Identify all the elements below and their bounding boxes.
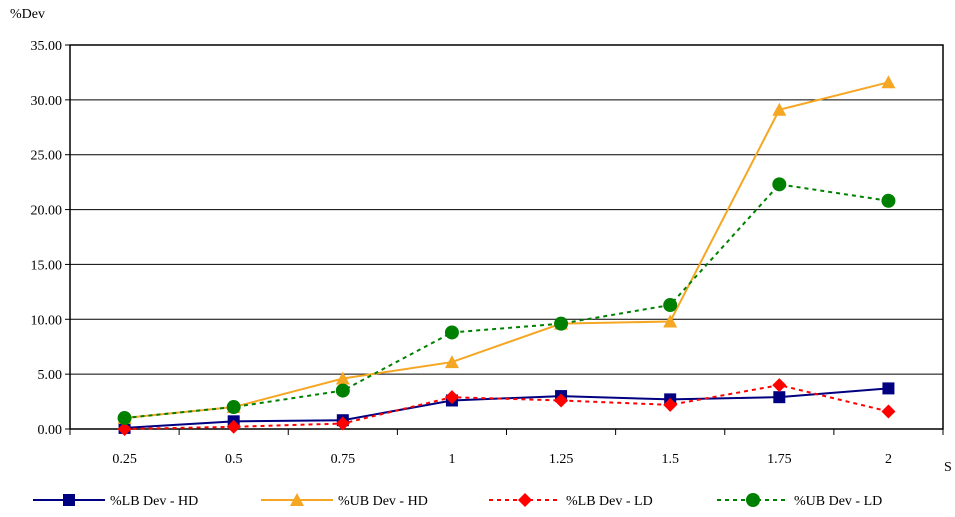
gridlines bbox=[70, 44, 943, 375]
legend-marker bbox=[518, 493, 532, 507]
data-point bbox=[335, 416, 350, 431]
data-point bbox=[335, 383, 350, 398]
data-point bbox=[881, 404, 896, 419]
x-tick-label: 1.75 bbox=[767, 452, 792, 467]
data-point bbox=[881, 193, 896, 208]
legend-label: %UB Dev - LD bbox=[794, 494, 882, 509]
data-point bbox=[772, 102, 787, 116]
data-point bbox=[772, 378, 787, 393]
y-tick-label: 5.00 bbox=[38, 368, 63, 383]
data-point bbox=[444, 355, 459, 369]
data-point bbox=[444, 325, 459, 340]
x-tick-label: 0.5 bbox=[225, 452, 243, 467]
y-tick-label: 10.00 bbox=[31, 313, 63, 328]
data-point bbox=[117, 422, 132, 436]
plot-area-border bbox=[69, 44, 944, 430]
y-axis: 0.00 5.00 10.00 15.00 20.00 25.00 30.00 35.00 bbox=[31, 39, 70, 438]
legend-item: %UB Dev - HD bbox=[261, 493, 428, 509]
data-point bbox=[117, 411, 132, 426]
data-point bbox=[335, 371, 350, 385]
y-tick-label: 35.00 bbox=[31, 39, 63, 54]
legend-item: %LB Dev - HD bbox=[33, 494, 198, 509]
data-point bbox=[554, 316, 569, 331]
data-point bbox=[773, 391, 786, 404]
x-tick-label: 1.25 bbox=[549, 452, 574, 467]
series-2 bbox=[117, 378, 896, 436]
legend-marker bbox=[63, 494, 75, 506]
x-tick-label: 1.5 bbox=[661, 452, 679, 467]
x-tick-label: 0.25 bbox=[112, 452, 137, 467]
data-point bbox=[663, 314, 678, 328]
series-line bbox=[124, 183, 889, 420]
series-3 bbox=[117, 177, 896, 426]
data-point bbox=[772, 177, 787, 192]
series-layer bbox=[117, 75, 896, 436]
y-tick-label: 25.00 bbox=[31, 149, 63, 164]
data-point bbox=[881, 75, 896, 89]
data-point bbox=[554, 393, 569, 408]
data-point bbox=[226, 400, 241, 415]
y-tick-label: 20.00 bbox=[31, 204, 63, 219]
x-axis: 0.25 0.5 0.75 1 1.25 1.5 1.75 2 bbox=[69, 429, 944, 467]
y-axis-title: %Dev bbox=[10, 7, 45, 22]
data-point bbox=[663, 397, 678, 412]
series-line bbox=[124, 384, 889, 430]
x-tick-label: 0.75 bbox=[331, 452, 356, 467]
legend-item: %UB Dev - LD bbox=[717, 493, 882, 509]
y-tick-label: 15.00 bbox=[31, 258, 63, 273]
legend-label: %LB Dev - HD bbox=[110, 494, 198, 509]
series-1 bbox=[117, 75, 896, 425]
legend-marker bbox=[746, 493, 760, 507]
legend-marker bbox=[290, 493, 304, 506]
legend-label: %LB Dev - LD bbox=[566, 494, 653, 509]
x-tick-label: 1 bbox=[448, 452, 455, 467]
legend-label: %UB Dev - HD bbox=[338, 494, 428, 509]
x-axis-title: S bbox=[944, 460, 952, 475]
series-line bbox=[124, 81, 889, 420]
x-tick-label: 2 bbox=[885, 452, 892, 467]
data-point bbox=[663, 298, 678, 313]
legend-item: %LB Dev - LD bbox=[489, 493, 653, 509]
data-point bbox=[882, 382, 895, 395]
y-tick-label: 0.00 bbox=[38, 423, 63, 438]
legend: %LB Dev - HD %UB Dev - HD %LB Dev - LD %UB … bbox=[33, 493, 882, 509]
data-point bbox=[444, 390, 459, 405]
y-tick-label: 30.00 bbox=[31, 94, 63, 109]
data-point bbox=[226, 419, 241, 434]
